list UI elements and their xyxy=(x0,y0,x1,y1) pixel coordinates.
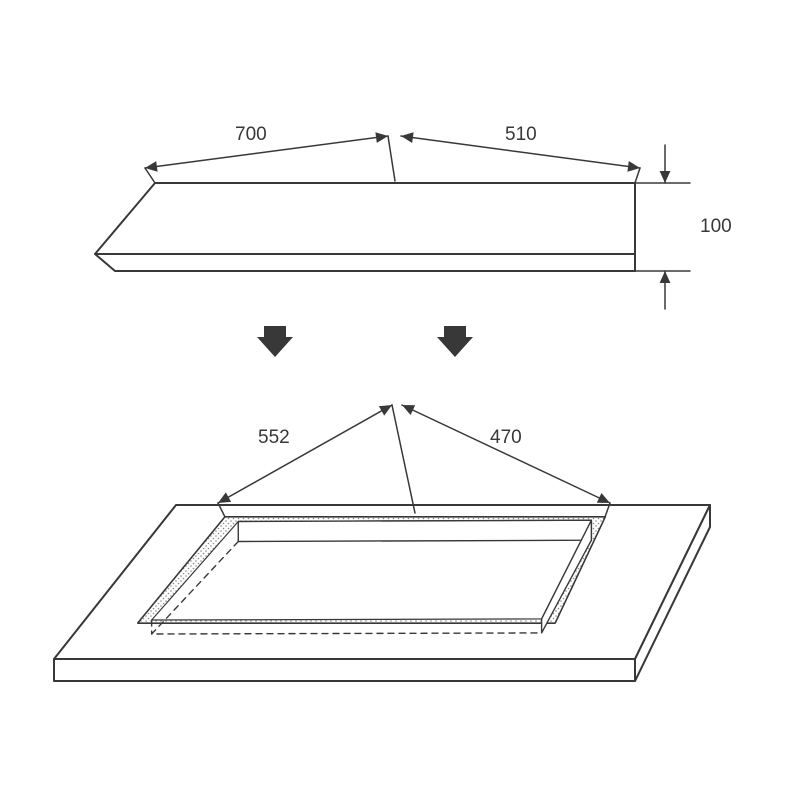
insert-arrow-icon xyxy=(257,326,293,357)
dim-cutout-width-label: 552 xyxy=(258,427,290,448)
insert-arrow-icon xyxy=(437,326,473,357)
dim-top-height-label: 100 xyxy=(700,216,732,237)
dim-top-width-label: 700 xyxy=(235,124,267,145)
countertop-front-face xyxy=(54,659,635,681)
appliance-top-plate xyxy=(95,183,635,254)
dim-cutout-width-line xyxy=(218,405,392,503)
dim-cutout-depth-label: 470 xyxy=(490,427,522,448)
cutout-back-wall xyxy=(238,520,591,541)
appliance-front-face xyxy=(95,254,635,271)
dim-top-depth-label: 510 xyxy=(505,124,537,145)
dim-cutout-depth-line xyxy=(402,405,610,503)
